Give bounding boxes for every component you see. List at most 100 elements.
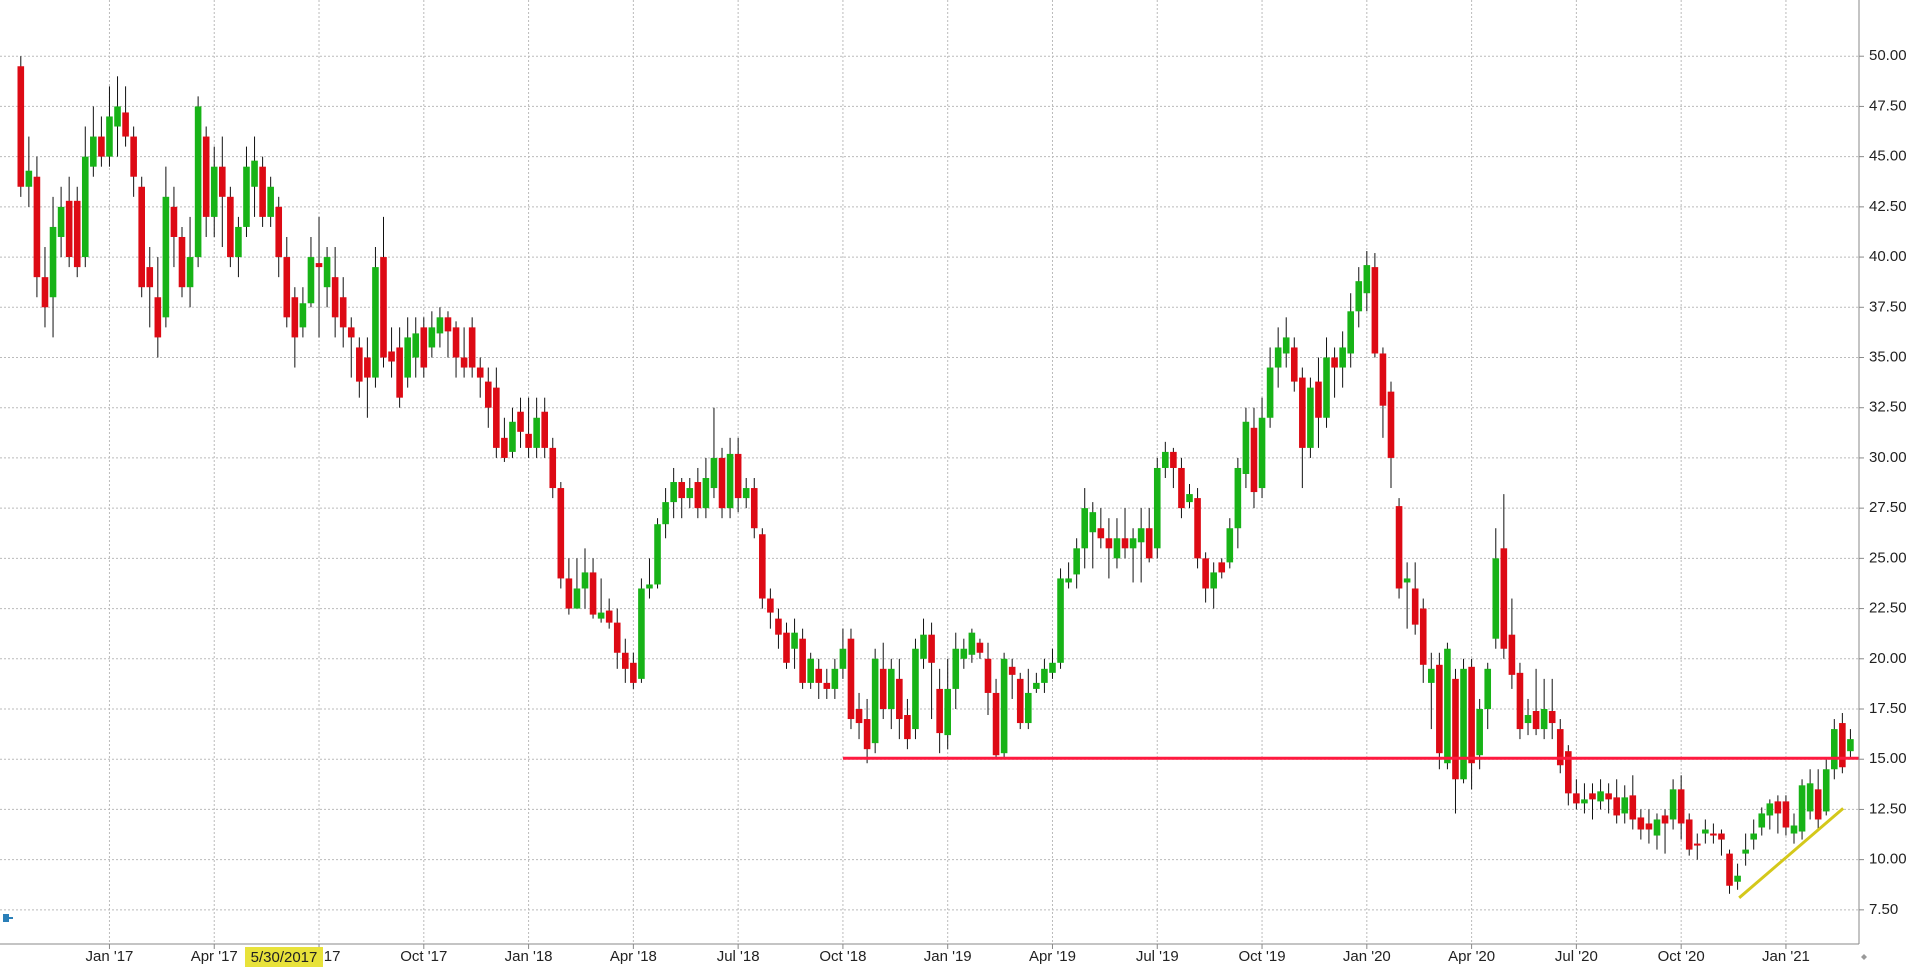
candle-body — [235, 226, 242, 258]
candle-body — [1806, 783, 1814, 812]
candle-body — [630, 662, 637, 683]
cursor-icon — [3, 914, 13, 922]
candle-body — [1726, 853, 1733, 886]
candle-body — [1113, 538, 1121, 559]
candle-body — [1226, 528, 1234, 563]
y-tick-label: 35.00 — [1869, 348, 1907, 365]
candle-body — [1444, 648, 1451, 764]
x-tick-label: Oct '19 — [1239, 948, 1286, 965]
candle-body — [638, 588, 645, 679]
candle-body — [1428, 668, 1435, 683]
candle-body — [186, 257, 194, 288]
candle-body — [380, 257, 387, 358]
x-tick-label: Jan '19 — [924, 948, 972, 965]
candle-body — [347, 327, 355, 338]
candle-body — [283, 257, 291, 318]
candle-body — [436, 317, 444, 334]
candle-body — [17, 66, 25, 187]
candle-body — [960, 648, 968, 659]
candle-body — [49, 226, 57, 298]
candle-body — [1822, 769, 1830, 812]
candle-body — [267, 186, 274, 217]
candle-body — [791, 632, 798, 649]
candle-body — [114, 106, 121, 127]
candle-body — [227, 196, 234, 258]
candle-body — [984, 658, 992, 693]
candle-body — [1218, 562, 1226, 573]
candle-body — [1460, 668, 1467, 780]
candle-body — [1661, 815, 1669, 824]
candle-body — [662, 502, 669, 525]
candle-body — [1573, 793, 1580, 804]
y-tick-label: 32.50 — [1869, 399, 1907, 416]
candle-body — [1274, 347, 1282, 368]
x-tick-label: Jul '19 — [1136, 948, 1179, 965]
candle-body — [855, 708, 863, 724]
candle-body — [775, 618, 782, 635]
candle-body — [202, 136, 210, 217]
candle-body — [1105, 538, 1113, 549]
candle-body — [976, 642, 984, 653]
candle-body — [807, 658, 814, 683]
candle-body — [251, 160, 258, 187]
candle-body — [1323, 357, 1330, 418]
candle-body — [815, 668, 823, 683]
annotations — [842, 756, 1859, 899]
candle-body — [210, 166, 218, 217]
candle-body — [1790, 825, 1798, 834]
x-tick-label: Apr '19 — [1029, 948, 1076, 965]
candle-body — [1605, 793, 1612, 800]
candle-body — [1532, 711, 1540, 730]
candle-body — [412, 333, 420, 358]
candle-body — [1258, 417, 1266, 489]
x-tick-label: Jan '18 — [505, 948, 553, 965]
icon-part — [3, 914, 9, 922]
candle-body — [1831, 729, 1838, 770]
axes: 7.50 10.00 12.50 15.00 17.50 20.00 22.50 25.00 2… — [86, 47, 1907, 965]
x-tick-label: Jan '21 — [1762, 948, 1810, 965]
candle-body — [767, 598, 774, 613]
candle-body — [589, 572, 597, 615]
candle-body — [307, 257, 315, 304]
candle-body — [831, 668, 839, 689]
candle-body — [1621, 797, 1629, 814]
grid — [0, 0, 1859, 944]
candle-body — [541, 411, 548, 448]
candle-body — [452, 327, 460, 358]
candle-body — [944, 688, 951, 736]
candle-body — [65, 200, 73, 258]
candle-body — [1766, 803, 1774, 816]
candle-body — [106, 116, 113, 157]
candle-body — [194, 106, 202, 258]
candle-body — [1363, 265, 1371, 294]
candle-body — [1782, 801, 1790, 828]
x-tick-label: Oct '17 — [400, 948, 447, 965]
candle-body — [356, 347, 363, 382]
candle-body — [468, 327, 476, 368]
candle-body — [444, 317, 452, 332]
candle-body — [1508, 634, 1516, 675]
candle-body — [1500, 548, 1508, 649]
candle-body — [1669, 789, 1677, 820]
candle-body — [1798, 785, 1806, 832]
candle-body — [1194, 498, 1201, 559]
candle-body — [1597, 791, 1604, 802]
y-tick-label: 47.50 — [1869, 97, 1907, 114]
y-tick-label: 10.00 — [1869, 851, 1907, 868]
cursor-label-bg — [245, 947, 323, 967]
candle-body — [33, 176, 41, 278]
candle-body — [170, 206, 178, 237]
candle-body — [1685, 819, 1693, 850]
candles — [17, 56, 1854, 894]
candle-body — [1436, 664, 1443, 754]
candle-body — [493, 387, 500, 448]
candle-body — [759, 534, 766, 599]
candle-body — [928, 634, 935, 663]
candle-body — [484, 381, 492, 408]
candle-body — [879, 668, 887, 709]
candle-body — [1693, 843, 1701, 846]
candle-body — [1073, 548, 1080, 575]
candle-body — [299, 303, 307, 328]
